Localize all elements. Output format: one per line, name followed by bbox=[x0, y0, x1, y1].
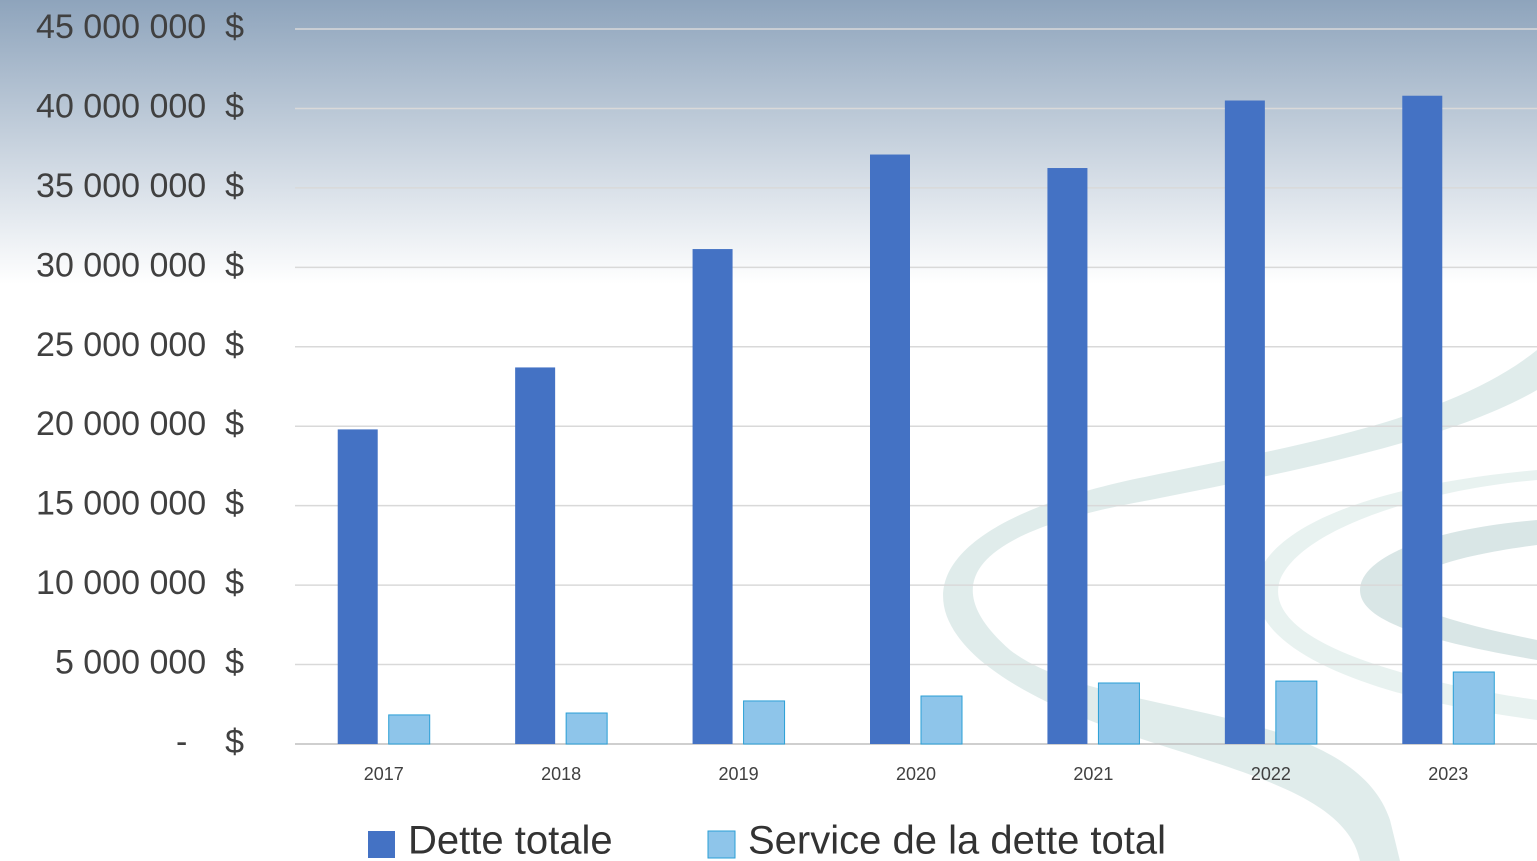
bar bbox=[744, 701, 785, 744]
bar bbox=[515, 367, 555, 744]
legend-swatch bbox=[368, 831, 395, 858]
x-tick-label: 2023 bbox=[1428, 764, 1468, 784]
y-tick-label: - $ bbox=[176, 723, 244, 761]
x-tick-label: 2019 bbox=[719, 764, 759, 784]
x-tick-label: 2022 bbox=[1251, 764, 1291, 784]
y-tick-label: 40 000 000 $ bbox=[36, 87, 244, 125]
bar bbox=[1276, 681, 1317, 744]
bar bbox=[1453, 672, 1494, 744]
y-tick-label: 25 000 000 $ bbox=[36, 326, 244, 364]
y-tick-label: 10 000 000 $ bbox=[36, 564, 244, 602]
legend-swatch bbox=[708, 831, 735, 858]
y-tick-label: 30 000 000 $ bbox=[36, 246, 244, 284]
y-tick-label: 15 000 000 $ bbox=[36, 485, 244, 523]
bar bbox=[389, 715, 430, 744]
legend-label: Service de la dette total bbox=[748, 819, 1166, 861]
bar bbox=[1225, 101, 1265, 745]
y-tick-label: 20 000 000 $ bbox=[36, 405, 244, 443]
legend: Dette totale Service de la dette total bbox=[368, 819, 1166, 861]
bar bbox=[566, 713, 607, 744]
bar bbox=[338, 429, 378, 744]
y-tick-label: 45 000 000 $ bbox=[36, 8, 244, 46]
x-tick-label: 2020 bbox=[896, 764, 936, 784]
bar bbox=[870, 155, 910, 744]
x-tick-label: 2018 bbox=[541, 764, 581, 784]
x-tick-label: 2017 bbox=[364, 764, 404, 784]
chart: Dette totale Service de la dette total - $… bbox=[0, 0, 1537, 861]
y-tick-label: 35 000 000 $ bbox=[36, 167, 244, 205]
legend-label: Dette totale bbox=[408, 819, 613, 861]
bar bbox=[693, 249, 733, 744]
y-tick-label: 5 000 000 $ bbox=[55, 644, 244, 682]
bar bbox=[1047, 168, 1087, 744]
bar bbox=[921, 696, 962, 744]
x-tick-label: 2021 bbox=[1073, 764, 1113, 784]
bar bbox=[1402, 96, 1442, 744]
bar bbox=[1098, 683, 1139, 744]
